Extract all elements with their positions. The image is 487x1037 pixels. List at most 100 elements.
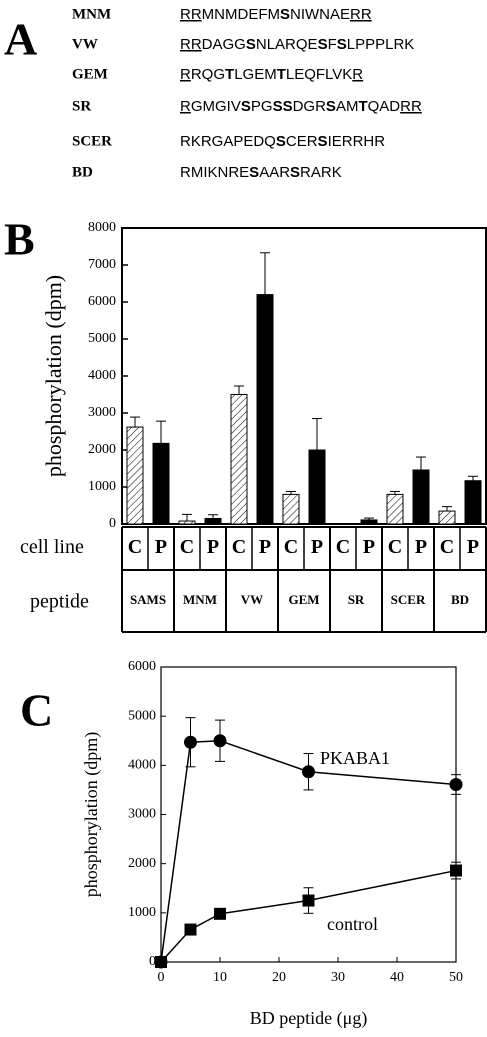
bar xyxy=(360,519,378,525)
peptide-name: SR xyxy=(72,98,91,114)
marker xyxy=(184,923,197,936)
cell-line-label: C xyxy=(440,536,454,558)
x-tick-label: 30 xyxy=(331,970,345,985)
y-tick-label: 2000 xyxy=(88,442,116,457)
residue: R xyxy=(352,66,363,83)
cell-line-label: P xyxy=(467,536,479,558)
residue: AAR xyxy=(259,164,290,181)
marker xyxy=(449,778,463,792)
y-tick-label: 3000 xyxy=(88,405,116,420)
panel-label: C xyxy=(20,685,53,736)
peptide-name: BD xyxy=(72,164,93,180)
plot-frame xyxy=(160,666,457,963)
residue: QAD xyxy=(368,98,401,115)
cell-line-label: P xyxy=(363,536,375,558)
bar xyxy=(178,520,196,525)
cell-line-label: C xyxy=(284,536,298,558)
residue: S xyxy=(280,6,290,23)
bar xyxy=(256,294,274,525)
y-tick-label: 4000 xyxy=(88,368,116,383)
y-axis-label: phosphorylation (dpm) xyxy=(41,275,66,477)
sequence: RRQGTLGEMTLEQFLVKR xyxy=(180,66,363,83)
peptide-label: MNM xyxy=(183,592,217,607)
cell-line-label: P xyxy=(415,536,427,558)
cell-line-label: P xyxy=(207,536,219,558)
sequence: RKRGAPEDQSCERSIERRHR xyxy=(180,133,385,150)
x-tick-label: 50 xyxy=(449,970,463,985)
y-tick-label: 6000 xyxy=(88,294,116,309)
residue: T xyxy=(358,98,367,115)
row-label: cell line xyxy=(20,536,84,558)
residue: R xyxy=(180,98,191,115)
residue: NIWNAE xyxy=(290,6,350,23)
marker xyxy=(450,864,462,877)
sequence: RGMGIVSPGSSDGRSAMTQADRR xyxy=(180,98,422,115)
residue: R xyxy=(180,66,191,83)
bar xyxy=(308,449,326,525)
marker xyxy=(302,765,315,779)
series-label: PKABA1 xyxy=(320,748,390,768)
residue: RQG xyxy=(191,66,225,83)
peptide-label: SR xyxy=(348,592,365,607)
cell-line-label: P xyxy=(155,536,167,558)
peptide-name: SCER xyxy=(72,133,112,149)
residue: F xyxy=(328,36,337,53)
cell-line-label: P xyxy=(259,536,271,558)
residue: RR xyxy=(180,36,202,53)
residue: S xyxy=(246,36,256,53)
cell-line-label: C xyxy=(336,536,350,558)
bar xyxy=(204,517,222,525)
y-tick-label: 5000 xyxy=(88,331,116,346)
y-axis-label: phosphorylation (dpm) xyxy=(81,732,102,897)
residue: RR xyxy=(350,6,372,23)
marker xyxy=(302,894,315,907)
bar xyxy=(412,469,430,525)
y-tick-label: 8000 xyxy=(88,220,116,235)
peptide-label: SCER xyxy=(391,592,426,607)
peptide-label: SAMS xyxy=(130,592,166,607)
cell-line-label: C xyxy=(388,536,402,558)
peptide-name: MNM xyxy=(72,6,111,22)
residue: GMGIV xyxy=(191,98,241,115)
marker xyxy=(184,735,197,749)
residue: AM xyxy=(336,98,359,115)
cell-line-label: P xyxy=(311,536,323,558)
residue: DAGG xyxy=(202,36,246,53)
bar xyxy=(230,394,248,525)
y-tick-label: 5000 xyxy=(128,708,156,723)
series-label: control xyxy=(327,914,378,934)
y-tick-label: 0 xyxy=(109,516,116,531)
peptide-label: VW xyxy=(241,592,263,607)
y-tick-label: 1000 xyxy=(128,905,156,920)
residue: RARK xyxy=(300,164,342,181)
bar xyxy=(464,480,482,525)
residue: CER xyxy=(286,133,318,150)
row-label: peptide xyxy=(30,591,89,613)
bar xyxy=(438,510,456,525)
panel-label: A xyxy=(4,14,37,65)
residue: S xyxy=(249,164,259,181)
panel-label: B xyxy=(4,214,35,265)
residue: S xyxy=(318,36,328,53)
residue: LPPPLRK xyxy=(347,36,415,53)
y-tick-label: 1000 xyxy=(88,479,116,494)
residue: S xyxy=(241,98,251,115)
x-tick-label: 40 xyxy=(390,970,404,985)
y-tick-label: 3000 xyxy=(128,807,156,822)
x-tick-label: 10 xyxy=(213,970,227,985)
cell-line-label: C xyxy=(232,536,246,558)
residue: LGEM xyxy=(234,66,277,83)
series-line xyxy=(160,869,457,963)
residue: RMIKNRE xyxy=(180,164,249,181)
bar xyxy=(152,442,170,525)
x-tick-label: 20 xyxy=(272,970,286,985)
residue: S xyxy=(337,36,347,53)
x-axis-label: BD peptide (μg) xyxy=(250,1008,368,1029)
sequence: RRMNMDEFMSNIWNAERR xyxy=(180,6,372,23)
peptide-label: GEM xyxy=(288,592,319,607)
marker xyxy=(213,734,227,748)
cell-line-label: C xyxy=(180,536,194,558)
residue: S xyxy=(318,133,328,150)
cell-line-label: C xyxy=(128,536,142,558)
sequence: RRDAGGSNLARQESFSLPPPLRK xyxy=(180,36,414,53)
